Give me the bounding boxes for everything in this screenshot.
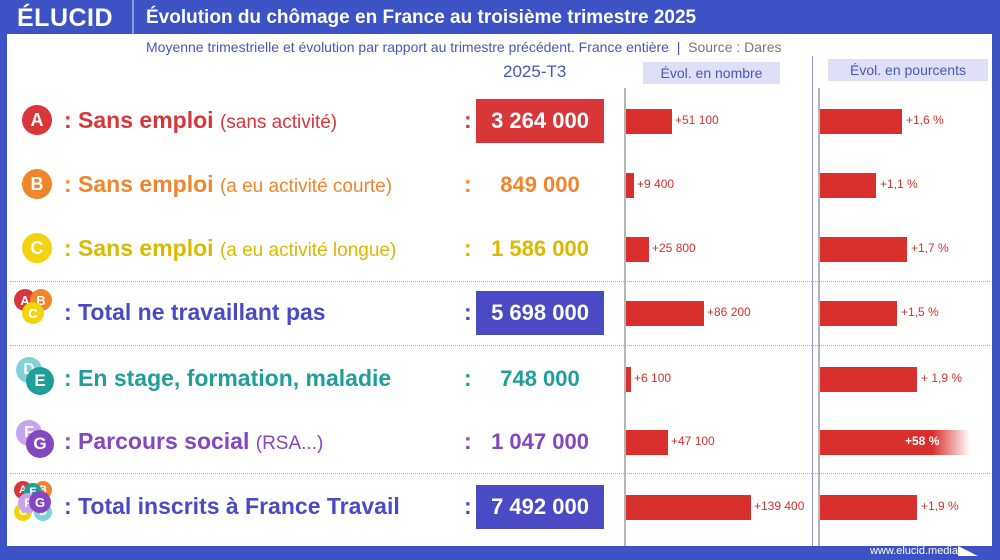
badge-c-icon: C — [22, 302, 44, 324]
row-label-main: : Parcours social — [64, 428, 250, 454]
row-value: 7 492 000 — [476, 485, 604, 529]
row-label-main: : Sans emploi — [64, 235, 214, 261]
row-label-main: : En stage, formation, maladie — [64, 365, 392, 391]
source-text: Source : Dares — [688, 39, 782, 55]
row-label: : Sans emploi (sans activité) — [64, 107, 337, 134]
badge-b-icon: B — [22, 169, 52, 199]
evol-number-bar — [626, 173, 634, 198]
row-label-sub: (a eu activité longue) — [219, 240, 397, 261]
evol-number-bar — [626, 495, 751, 520]
evol-percent-label: +1,5 % — [901, 305, 939, 319]
column-divider — [812, 56, 813, 546]
evol-number-bar — [626, 430, 668, 455]
evol-percent-bar — [820, 430, 970, 455]
subtitle: Moyenne trimestrielle et évolution par r… — [146, 39, 782, 55]
table-row: C : Sans emploi (a eu activité longue):1 … — [0, 227, 1000, 271]
row-label-main: : Total ne travaillant pas — [64, 299, 326, 325]
evol-number-bar — [626, 237, 649, 262]
table-row: B : Sans emploi (a eu activité courte): 84… — [0, 163, 1000, 207]
evol-number-header: Évol. en nombre — [643, 62, 780, 84]
evol-number-label: +6 100 — [634, 371, 672, 385]
colon-separator: : — [464, 428, 472, 454]
row-label-main: : Total inscrits à France Travail — [64, 493, 400, 519]
row-label-sub: (RSA...) — [255, 433, 324, 454]
evol-percent-bar — [820, 237, 907, 262]
evol-percent-label: +1,6 % — [906, 113, 944, 127]
row-label: : Total ne travaillant pas — [64, 299, 326, 326]
row-value: 3 264 000 — [476, 99, 604, 143]
badge-e-icon: E — [26, 367, 54, 395]
evol-percent-bar — [820, 301, 897, 326]
evol-number-label: +47 100 — [671, 434, 715, 448]
colon-separator: : — [464, 107, 472, 133]
table-row: ABCDEFG: Total inscrits à France Travail… — [0, 481, 1000, 529]
colon-separator: : — [464, 365, 472, 391]
evol-percent-bar — [820, 109, 902, 134]
evol-number-label: +51 100 — [675, 113, 719, 127]
row-label: : En stage, formation, maladie — [64, 365, 391, 392]
elucid-flag-icon — [958, 546, 978, 556]
row-label: : Total inscrits à France Travail — [64, 493, 400, 520]
evol-percent-label: +58 % — [905, 434, 940, 448]
row-value: 849 000 — [500, 172, 580, 197]
evol-number-label: +9 400 — [637, 177, 675, 191]
badge-g-icon: G — [29, 491, 51, 513]
percent-axis-line — [818, 88, 820, 546]
row-value: 748 000 — [500, 366, 580, 391]
row-label: : Sans emploi (a eu activité courte) — [64, 171, 392, 198]
row-label-main: : Sans emploi — [64, 171, 214, 197]
evol-percent-bar — [820, 367, 917, 392]
colon-separator: : — [464, 171, 472, 197]
evol-number-label: +86 200 — [707, 305, 751, 319]
evol-percent-label: +1,9 % — [921, 499, 959, 513]
evol-percent-bar — [820, 173, 876, 198]
row-divider — [10, 345, 990, 346]
period-header: 2025-T3 — [503, 62, 567, 81]
row-label-sub: (sans activité) — [219, 112, 338, 133]
row-value: 1 586 000 — [491, 236, 589, 261]
row-divider — [10, 281, 990, 282]
header-bar: ÉLUCID Évolution du chômage en France au… — [0, 0, 1000, 36]
colon-separator: : — [464, 235, 472, 261]
badge-g-icon: G — [26, 430, 54, 458]
page-title: Évolution du chômage en France au troisi… — [146, 7, 697, 28]
badge-a-icon: A — [22, 105, 52, 135]
letter-badges: C — [14, 227, 60, 271]
row-label-sub: (a eu activité courte) — [219, 176, 393, 197]
elucid-logo: ÉLUCID — [17, 4, 114, 32]
evol-percent-label: +1,1 % — [880, 177, 918, 191]
badge-c-icon: C — [22, 233, 52, 263]
row-value: 5 698 000 — [476, 291, 604, 335]
letter-badges: ABCDEFG — [14, 481, 60, 529]
evol-number-bar — [626, 367, 631, 392]
number-axis-line — [624, 88, 626, 546]
letter-badges: B — [14, 163, 60, 207]
row-divider — [10, 473, 990, 474]
evol-percent-header: Évol. en pourcents — [828, 59, 988, 81]
row-label-main: : Sans emploi — [64, 107, 214, 133]
footer-url[interactable]: www.elucid.media — [869, 545, 958, 557]
colon-separator: : — [464, 299, 472, 325]
subtitle-text: Moyenne trimestrielle et évolution par r… — [146, 39, 669, 55]
colon-separator: : — [464, 493, 472, 519]
evol-number-label: +139 400 — [754, 499, 805, 513]
row-label: : Sans emploi (a eu activité longue) — [64, 235, 396, 262]
letter-badges: A — [14, 99, 60, 143]
row-value: 1 047 000 — [491, 429, 589, 454]
evol-number-bar — [626, 301, 704, 326]
evol-percent-label: +1,7 % — [911, 241, 949, 255]
evol-percent-label: + 1,9 % — [921, 371, 963, 385]
evol-percent-bar — [820, 495, 917, 520]
evol-number-label: +25 800 — [652, 241, 696, 255]
row-label: : Parcours social (RSA...) — [64, 428, 323, 455]
table-row: A : Sans emploi (sans activité):3 264 000… — [0, 99, 1000, 143]
evol-number-bar — [626, 109, 672, 134]
header-divider — [132, 0, 134, 34]
